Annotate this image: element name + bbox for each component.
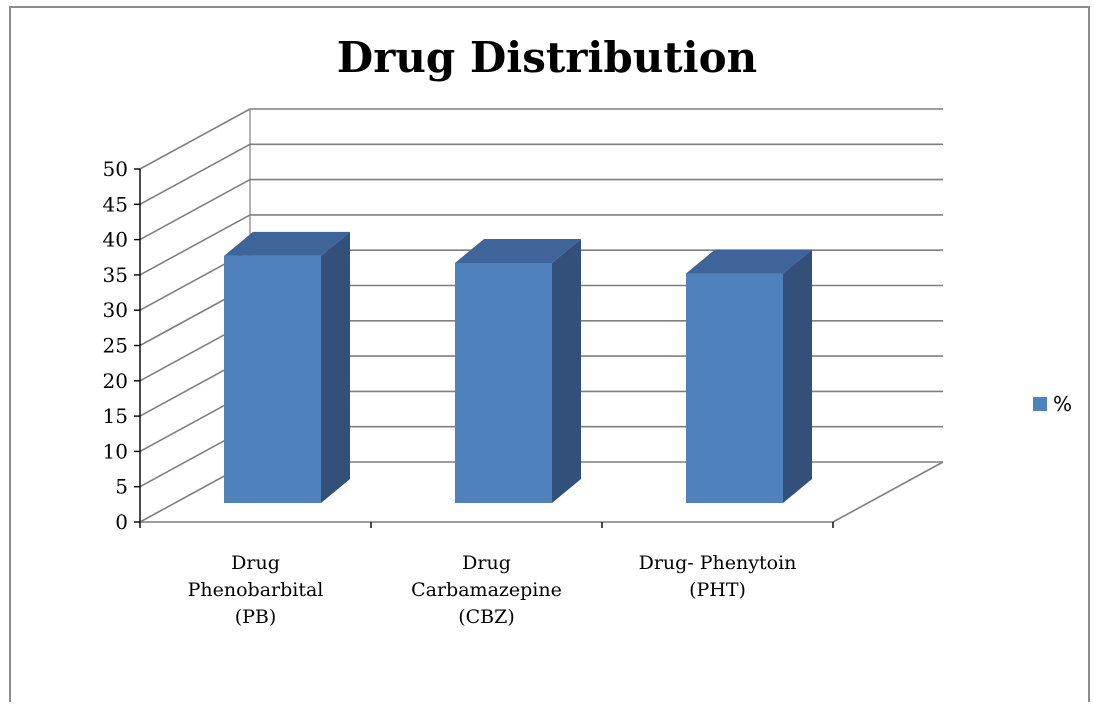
legend-label: % xyxy=(1053,392,1073,416)
bar-top xyxy=(224,231,350,256)
y-tick-label: 0 xyxy=(115,510,128,534)
y-tick-label: 20 xyxy=(103,369,128,393)
y-tick-label: 50 xyxy=(103,157,128,181)
floor-right-edge xyxy=(832,461,944,523)
y-tick-label: 40 xyxy=(103,228,128,252)
y-tick-label: 5 xyxy=(115,475,128,499)
side-gridline xyxy=(139,178,251,241)
chart-title: Drug Distribution xyxy=(336,33,758,82)
x-category-label-line: Drug xyxy=(462,552,511,574)
x-category-label: Drug Phenobarbital (PB) xyxy=(156,550,356,631)
bar xyxy=(686,273,783,503)
bar-side xyxy=(321,231,350,503)
bar xyxy=(455,262,552,503)
x-category-label-line: (CBZ) xyxy=(458,606,515,628)
side-gridline xyxy=(139,214,251,276)
legend: % xyxy=(1033,392,1072,416)
bar-top xyxy=(686,249,812,274)
y-tick-label: 35 xyxy=(103,263,128,287)
x-category-label-line: (PHT) xyxy=(689,579,746,601)
y-tick-label: 10 xyxy=(103,439,128,463)
side-gridline xyxy=(139,108,251,170)
y-tick-label: 45 xyxy=(103,192,128,216)
bar-top xyxy=(455,238,581,263)
x-category-label-line: Carbamazepine xyxy=(411,579,562,601)
bar-side xyxy=(552,238,581,503)
x-category-label-line: (PB) xyxy=(234,606,277,628)
bar xyxy=(224,255,321,503)
x-category-label-line: Drug- Phenytoin xyxy=(638,552,797,574)
bar-side xyxy=(783,249,812,503)
y-tick-label: 15 xyxy=(103,404,128,428)
y-tick-label: 30 xyxy=(103,298,128,322)
x-category-label: Drug Carbamazepine (CBZ) xyxy=(387,550,587,631)
legend-swatch xyxy=(1033,397,1047,411)
side-gridline xyxy=(139,143,251,206)
y-tick-label: 25 xyxy=(103,334,128,358)
x-category-label-line: Phenobarbital xyxy=(187,579,324,601)
x-category-label: Drug- Phenytoin (PHT) xyxy=(618,550,818,604)
x-category-label-line: Drug xyxy=(231,552,280,574)
